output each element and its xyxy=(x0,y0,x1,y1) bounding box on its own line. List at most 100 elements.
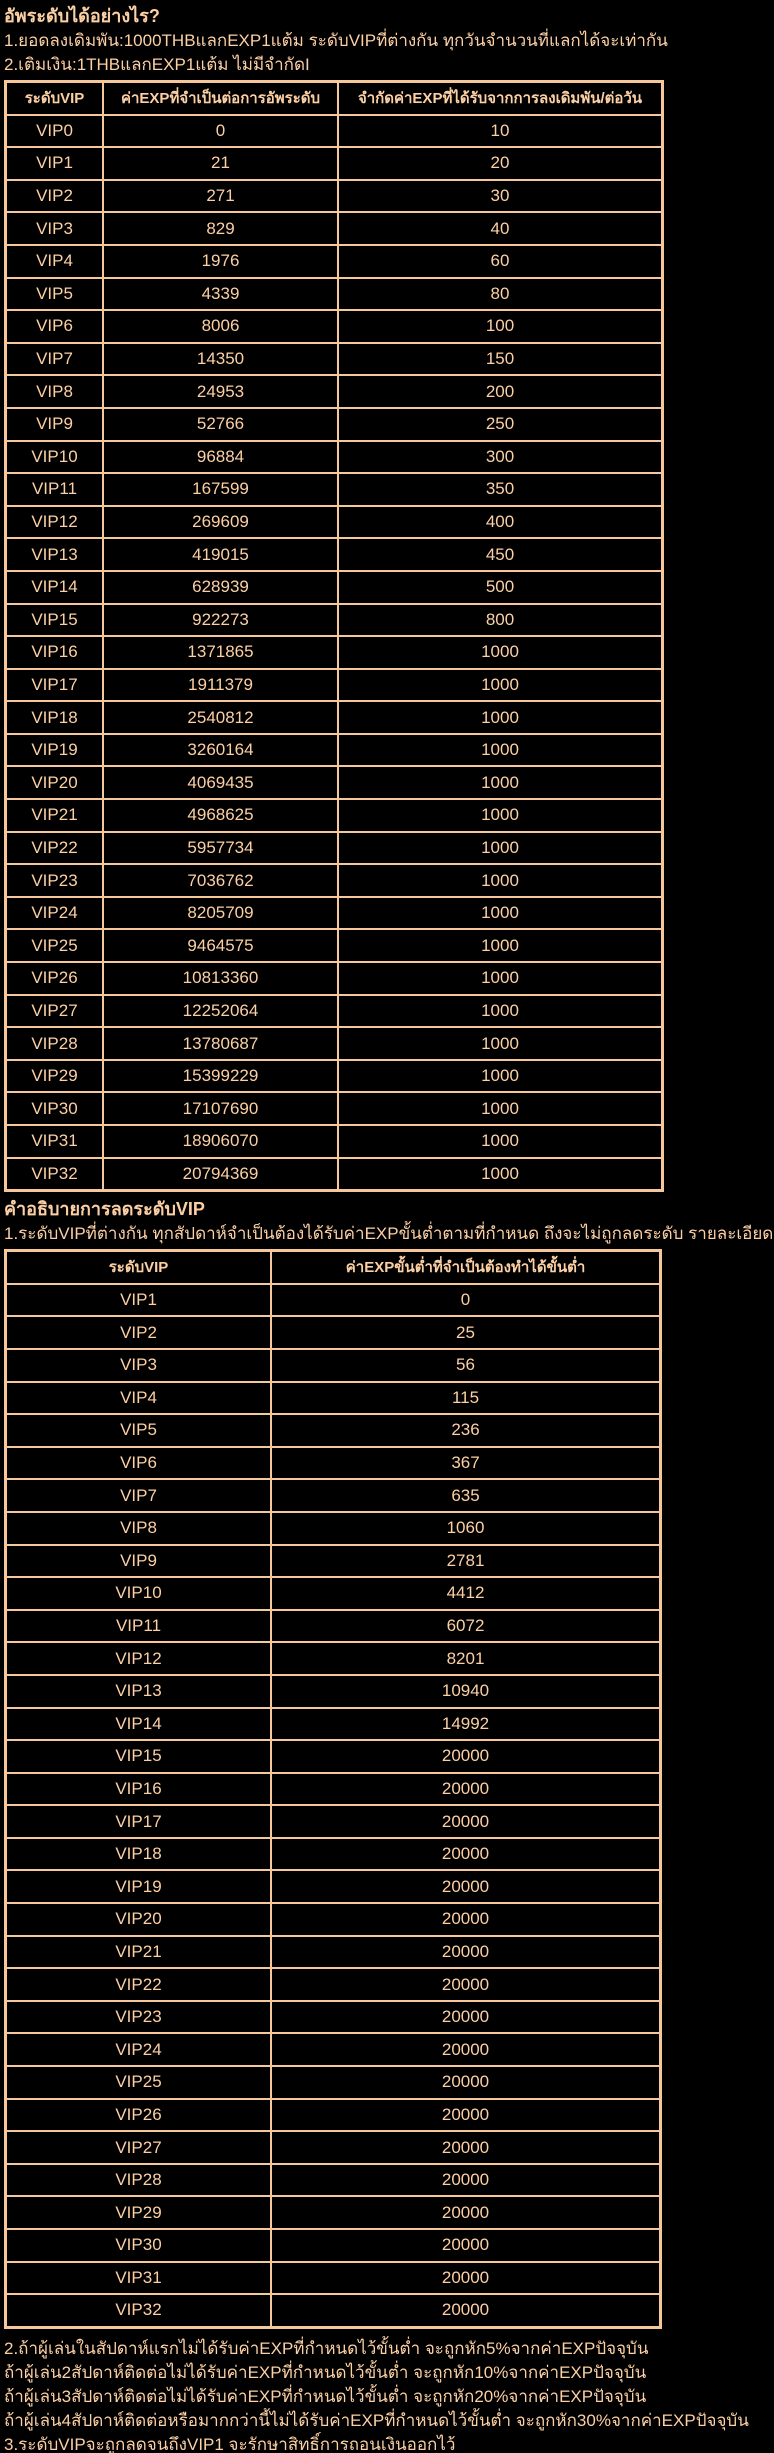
table-cell: VIP10 xyxy=(4,1576,272,1611)
table-row: VIP25 9464575 1000 xyxy=(4,928,664,964)
table-cell: VIP22 xyxy=(4,1967,272,2002)
table-row: VIP32 20794369 1000 xyxy=(4,1156,664,1192)
table-row: VIP29 20000 xyxy=(4,2195,662,2230)
table-cell: 0 xyxy=(270,1282,662,1318)
table-cell: 20 xyxy=(337,146,664,181)
header-row: ระดับVIP ค่าEXPขั้นต่ำที่จำเป็นต้องทำได้… xyxy=(4,1249,662,1285)
table-cell: 4069435 xyxy=(102,765,339,801)
table-cell: 419015 xyxy=(102,537,339,572)
table-cell: 15399229 xyxy=(102,1058,339,1094)
table-row: VIP13 10940 xyxy=(4,1673,662,1709)
table-cell: 100 xyxy=(337,309,664,344)
table-cell: VIP14 xyxy=(4,569,104,605)
table-row: VIP9 52766 250 xyxy=(4,406,664,442)
table-cell: 450 xyxy=(337,537,664,572)
table-cell: VIP12 xyxy=(4,504,104,540)
table-row: VIP15 20000 xyxy=(4,1739,662,1774)
table-cell: 922273 xyxy=(102,602,339,638)
table-cell: 500 xyxy=(337,569,664,605)
table-cell: VIP8 xyxy=(4,374,104,409)
table-row: VIP10 4412 xyxy=(4,1576,662,1611)
table-cell: 56 xyxy=(270,1347,662,1383)
table-row: VIP22 20000 xyxy=(4,1967,662,2002)
table-row: VIP14 628939 500 xyxy=(4,569,664,605)
table-cell: 236 xyxy=(270,1413,662,1448)
table-row: VIP18 20000 xyxy=(4,1836,662,1872)
table-row: VIP9 2781 xyxy=(4,1543,662,1579)
table-cell: 20794369 xyxy=(102,1156,339,1192)
table-cell: 60 xyxy=(337,243,664,279)
table-cell: 20000 xyxy=(270,2162,662,2198)
table-row: VIP23 20000 xyxy=(4,1999,662,2035)
table-cell: 1000 xyxy=(337,1026,664,1061)
table-cell: 1000 xyxy=(337,1058,664,1094)
table-cell: 367 xyxy=(270,1445,662,1481)
table-cell: 4339 xyxy=(102,276,339,312)
table-cell: 1000 xyxy=(337,732,664,768)
table-cell: VIP14 xyxy=(4,1706,272,1742)
table-cell: 17107690 xyxy=(102,1091,339,1126)
table-row: VIP10 96884 300 xyxy=(4,439,664,475)
table-row: VIP27 20000 xyxy=(4,2130,662,2165)
table-cell: 10 xyxy=(337,113,664,149)
table-row: VIP20 4069435 1000 xyxy=(4,765,664,801)
table-cell: VIP11 xyxy=(4,1608,272,1644)
table-row: VIP21 20000 xyxy=(4,1934,662,1970)
table-row: VIP28 20000 xyxy=(4,2162,662,2198)
table-cell: VIP30 xyxy=(4,1091,104,1126)
table-cell: VIP32 xyxy=(4,1156,104,1192)
table-cell: 200 xyxy=(337,374,664,409)
table-row: VIP30 20000 xyxy=(4,2228,662,2263)
col-header-weekly-min-exp: ค่าEXPขั้นต่ำที่จำเป็นต้องทำได้ขั้นต่ำ xyxy=(270,1249,662,1285)
table-cell: 20000 xyxy=(270,1967,662,2002)
table-row: VIP2 25 xyxy=(4,1315,662,1350)
table-cell: VIP27 xyxy=(4,993,104,1029)
table-row: VIP32 20000 xyxy=(4,2293,662,2329)
table-cell: VIP13 xyxy=(4,1673,272,1709)
table-cell: 20000 xyxy=(270,2097,662,2133)
table-header: ระดับVIP ค่าEXPที่จำเป็นต่อการอัพระดับ จ… xyxy=(4,80,664,116)
table-row: VIP16 1371865 1000 xyxy=(4,635,664,670)
table-row: VIP4 115 xyxy=(4,1380,662,1416)
table-cell: 10813360 xyxy=(102,961,339,996)
table-cell: 3260164 xyxy=(102,732,339,768)
table-cell: VIP0 xyxy=(4,113,104,149)
table-row: VIP4 1976 60 xyxy=(4,243,664,279)
table-cell: VIP1 xyxy=(4,1282,272,1318)
table-cell: 30 xyxy=(337,178,664,214)
table-cell: 10940 xyxy=(270,1673,662,1709)
table-cell: VIP4 xyxy=(4,243,104,279)
table-cell: 21 xyxy=(102,146,339,181)
table-row: VIP25 20000 xyxy=(4,2065,662,2100)
table-cell: 20000 xyxy=(270,1771,662,1807)
table-cell: VIP2 xyxy=(4,1315,272,1350)
table-row: VIP0 0 10 xyxy=(4,113,664,149)
penalty-rule-line-1: 2.ถ้าผู้เล่นในสัปดาห์แรกไม่ได้รับค่าEXPท… xyxy=(4,2338,649,2358)
table-cell: 8201 xyxy=(270,1641,662,1676)
table-row: VIP8 24953 200 xyxy=(4,374,664,409)
table-cell: VIP13 xyxy=(4,537,104,572)
table-cell: VIP17 xyxy=(4,1804,272,1839)
table-cell: 1060 xyxy=(270,1510,662,1546)
col-header-vip-level: ระดับVIP xyxy=(4,1249,272,1285)
table-cell: VIP5 xyxy=(4,276,104,312)
table-row: VIP15 922273 800 xyxy=(4,602,664,638)
table-cell: VIP3 xyxy=(4,1347,272,1383)
table-cell: 52766 xyxy=(102,406,339,442)
upgrade-rule-line-2: 2.เติมเงิน:1THBแลกEXP1แต้ม ไม่มีจำกัดI xyxy=(4,55,310,74)
table-cell: 1000 xyxy=(337,863,664,898)
table-cell: 8205709 xyxy=(102,895,339,931)
table-cell: 20000 xyxy=(270,2065,662,2100)
table-row: VIP11 167599 350 xyxy=(4,472,664,507)
table-cell: VIP22 xyxy=(4,830,104,866)
table-row: VIP11 6072 xyxy=(4,1608,662,1644)
table-cell: VIP18 xyxy=(4,1836,272,1872)
table-cell: VIP20 xyxy=(4,1902,272,1937)
table-cell: 1371865 xyxy=(102,635,339,670)
table-row: VIP17 20000 xyxy=(4,1804,662,1839)
table-row: VIP3 829 40 xyxy=(4,211,664,246)
table-cell: VIP26 xyxy=(4,961,104,996)
table-row: VIP26 20000 xyxy=(4,2097,662,2133)
table-cell: 20000 xyxy=(270,2293,662,2329)
